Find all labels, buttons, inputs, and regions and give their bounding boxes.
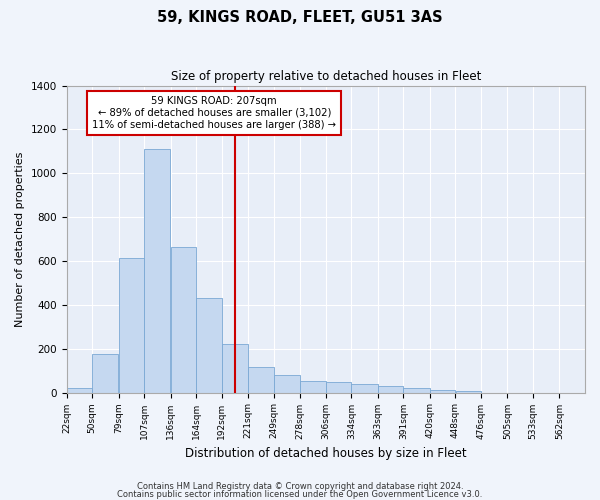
Bar [430, 390, 455, 392]
Bar [352, 384, 377, 392]
Bar [301, 380, 326, 392]
Bar [222, 344, 248, 393]
Bar [67, 388, 92, 392]
Y-axis label: Number of detached properties: Number of detached properties [15, 152, 25, 327]
Text: Contains HM Land Registry data © Crown copyright and database right 2024.: Contains HM Land Registry data © Crown c… [137, 482, 463, 491]
Bar [144, 149, 170, 392]
Bar [274, 375, 300, 392]
Bar [92, 354, 118, 393]
Bar [248, 368, 274, 392]
Bar [119, 258, 144, 392]
Title: Size of property relative to detached houses in Fleet: Size of property relative to detached ho… [170, 70, 481, 83]
Bar [378, 386, 403, 392]
Bar [403, 388, 430, 392]
Text: Contains public sector information licensed under the Open Government Licence v3: Contains public sector information licen… [118, 490, 482, 499]
Text: 59 KINGS ROAD: 207sqm
← 89% of detached houses are smaller (3,102)
11% of semi-d: 59 KINGS ROAD: 207sqm ← 89% of detached … [92, 96, 336, 130]
Bar [196, 298, 221, 392]
Bar [171, 246, 196, 392]
X-axis label: Distribution of detached houses by size in Fleet: Distribution of detached houses by size … [185, 447, 467, 460]
Text: 59, KINGS ROAD, FLEET, GU51 3AS: 59, KINGS ROAD, FLEET, GU51 3AS [157, 10, 443, 25]
Bar [326, 382, 351, 392]
